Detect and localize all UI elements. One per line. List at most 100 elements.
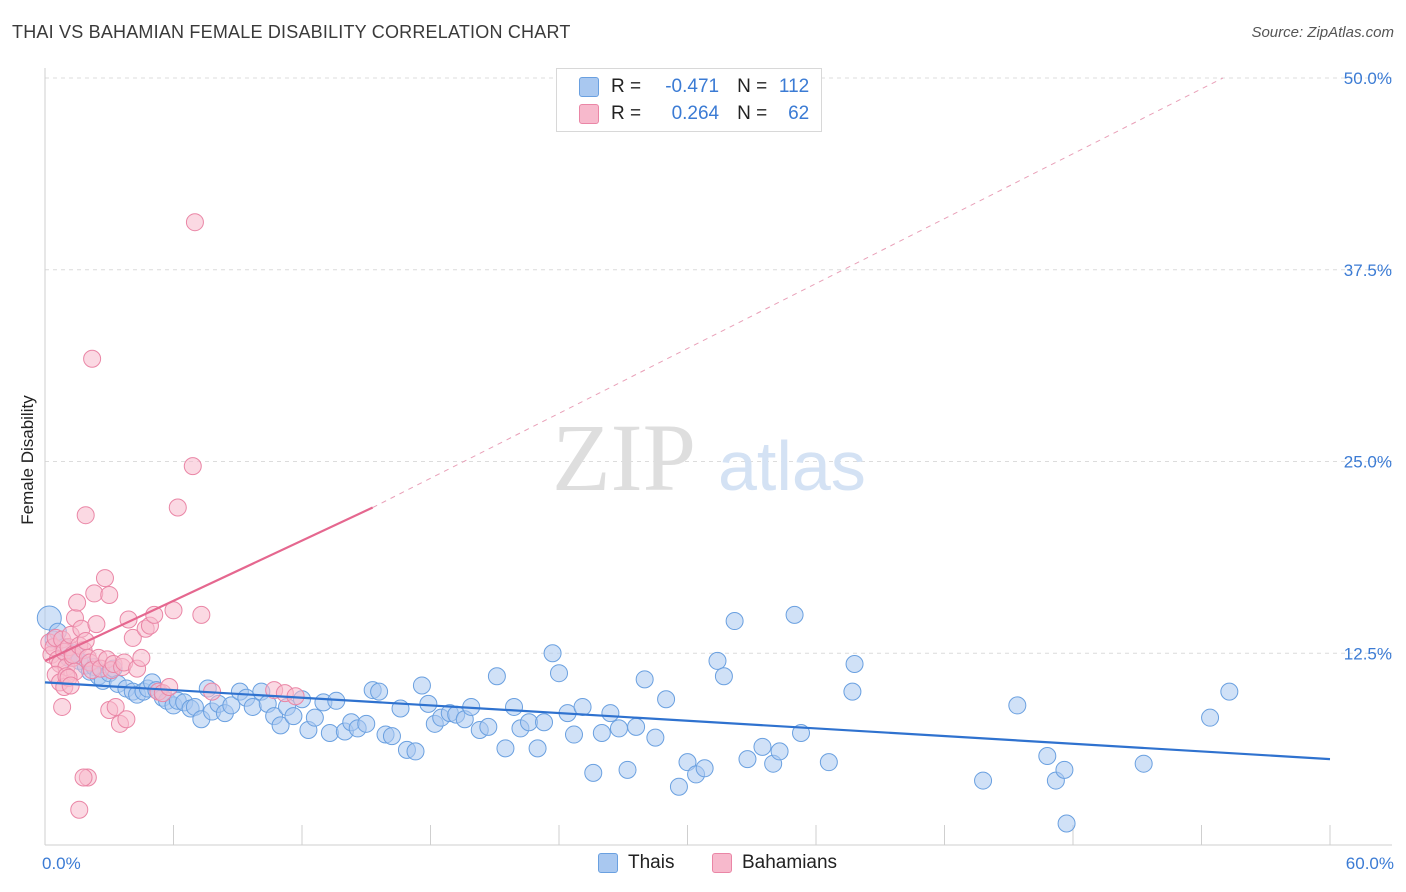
thais-point [1038, 747, 1057, 766]
legend-r-value: -0.471 [665, 76, 720, 97]
bahamians-point [61, 676, 80, 695]
thais-point [770, 742, 789, 761]
y-tick-labels: 12.5% 25.0% 37.5% 50.0% [1344, 69, 1392, 663]
bahamians-point [183, 457, 202, 476]
thais-point [1201, 708, 1220, 727]
thais-point [627, 717, 646, 736]
thais-point [646, 728, 665, 747]
thais-trend-line [44, 681, 1331, 761]
thais-point [573, 697, 592, 716]
watermark-atlas: atlas [718, 427, 866, 505]
bahamians-point [68, 593, 87, 612]
watermark: ZIP atlas [552, 404, 866, 511]
legend-n-label: N = [737, 103, 768, 124]
bahamians-point [168, 498, 187, 517]
thais-point [564, 725, 583, 744]
bahamians-trend-line [44, 506, 374, 662]
bottom-legend-thais: Thais [598, 852, 674, 874]
thais-point [496, 739, 515, 758]
thais-point [487, 667, 506, 686]
thais-point [738, 750, 757, 769]
thais-point [618, 760, 637, 779]
bottom-legend-swatch-bahamians [712, 853, 732, 873]
thais-point [601, 704, 620, 723]
watermark-zip: ZIP [552, 404, 696, 511]
legend-r-label: R = [611, 103, 642, 124]
thais-point [609, 719, 628, 738]
thais-point [1134, 754, 1153, 773]
thais-point [1220, 682, 1239, 701]
thais-point [669, 777, 688, 796]
thais-point [528, 739, 547, 758]
bottom-legend-bahamians: Bahamians [712, 852, 837, 874]
thais-point [412, 676, 431, 695]
thais-point [657, 690, 676, 709]
thais-point [695, 759, 714, 778]
thais-point [1055, 760, 1074, 779]
bottom-legend-label-bahamians: Bahamians [742, 852, 838, 873]
source-credit: Source: ZipAtlas.com [1251, 24, 1394, 41]
thais-point [678, 753, 697, 772]
thais-point [845, 654, 864, 673]
legend-swatch-thais [579, 77, 599, 97]
legend-r-label: R = [611, 76, 642, 97]
legend-swatch-bahamians [579, 104, 599, 124]
series-thais [36, 605, 1239, 833]
thais-point [271, 716, 290, 735]
thais-point [592, 724, 611, 743]
thais-point [584, 763, 603, 782]
thais-point [406, 742, 425, 761]
x-tick-labels: 0.0% 60.0% [42, 854, 1394, 873]
thais-point [843, 682, 862, 701]
y-tick-label: 25.0% [1344, 453, 1392, 472]
correlation-legend: R = -0.471 N = 112 R = 0.264 N = 62 [556, 68, 822, 132]
thais-point [1008, 696, 1027, 715]
bahamians-point [192, 605, 211, 624]
y-tick-label: 12.5% [1344, 644, 1392, 663]
thais-point [284, 707, 303, 726]
bahamians-point [123, 628, 142, 647]
legend-n-label: N = [737, 76, 768, 97]
bottom-legend-label-thais: Thais [628, 852, 675, 873]
bahamians-point [53, 697, 72, 716]
legend-n-value: 112 [778, 76, 810, 97]
thais-point [243, 697, 262, 716]
bahamians-point [74, 768, 93, 787]
legend-row-thais: R = -0.471 N = 112 [579, 74, 809, 100]
thais-point [320, 724, 339, 743]
thais-point [819, 753, 838, 772]
bahamians-point [76, 506, 95, 525]
bahamians-point [95, 569, 114, 588]
bahamians-point [83, 349, 102, 368]
legend-n-value: 62 [788, 103, 810, 124]
thais-point [714, 667, 733, 686]
bahamians-point [117, 710, 136, 729]
thais-point [635, 670, 654, 689]
y-tick-label: 50.0% [1344, 69, 1392, 88]
thais-point [974, 771, 993, 790]
x-tick-label: 0.0% [42, 854, 81, 873]
thais-point [1057, 814, 1076, 833]
bahamians-point [185, 213, 204, 232]
legend-row-bahamians: R = 0.264 N = 62 [579, 101, 809, 127]
thais-point [535, 713, 554, 732]
thais-point [382, 727, 401, 746]
thais-point [543, 644, 562, 663]
trend-lines [44, 77, 1331, 761]
thais-point [785, 605, 804, 624]
thais-point [550, 664, 568, 683]
bahamians-point [160, 677, 179, 696]
bahamians-point [132, 648, 151, 667]
thais-point [370, 682, 389, 701]
legend-r-value: 0.264 [671, 103, 720, 124]
chart-title: THAI VS BAHAMIAN FEMALE DISABILITY CORRE… [12, 22, 571, 42]
thais-point [725, 612, 744, 631]
thais-point [708, 651, 727, 670]
bahamians-point [70, 800, 89, 819]
y-tick-label: 37.5% [1344, 261, 1392, 280]
thais-point [520, 713, 539, 732]
bahamians-point [85, 584, 104, 603]
thais-point [357, 714, 376, 733]
bahamians-point [87, 615, 106, 634]
